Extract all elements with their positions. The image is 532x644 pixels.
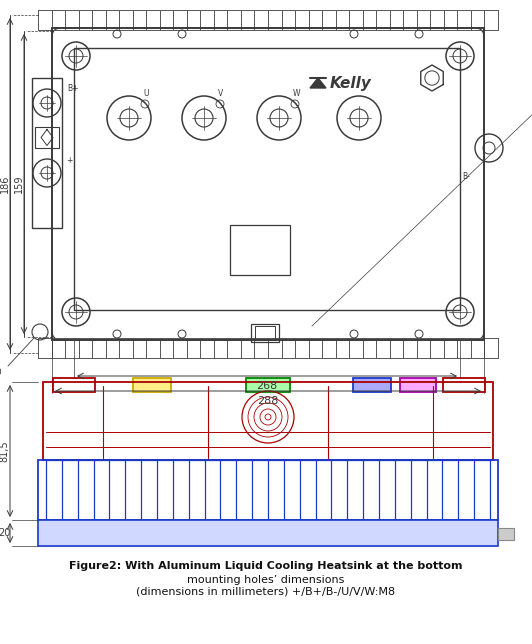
Bar xyxy=(246,378,290,392)
Text: Figure2: With Aluminum Liquid Cooling Heatsink at the bottom: Figure2: With Aluminum Liquid Cooling He… xyxy=(69,561,463,571)
Bar xyxy=(498,528,514,540)
Text: B-: B- xyxy=(462,171,470,180)
Text: 288: 288 xyxy=(257,396,279,406)
Bar xyxy=(443,378,485,392)
Text: (dimensions in millimeters) +/B+/B-/U/V/W:M8: (dimensions in millimeters) +/B+/B-/U/V/… xyxy=(136,587,396,597)
Bar xyxy=(255,326,275,340)
Text: Kelly: Kelly xyxy=(330,75,372,91)
Bar xyxy=(38,460,498,520)
Bar xyxy=(53,378,95,392)
Text: 20: 20 xyxy=(0,528,10,538)
Text: 268: 268 xyxy=(256,381,278,391)
Text: W: W xyxy=(293,88,301,97)
Bar xyxy=(353,378,391,392)
Bar xyxy=(74,48,460,310)
Text: U: U xyxy=(143,88,148,97)
Bar xyxy=(35,127,59,148)
Bar xyxy=(43,382,493,460)
Bar xyxy=(400,378,436,392)
Bar xyxy=(251,324,279,342)
Polygon shape xyxy=(310,78,326,88)
Bar xyxy=(38,520,498,546)
Text: B+: B+ xyxy=(67,84,79,93)
Text: +: + xyxy=(66,155,72,164)
Text: mounting holes’ dimensions: mounting holes’ dimensions xyxy=(187,575,345,585)
Bar xyxy=(133,378,171,392)
Text: 81,5: 81,5 xyxy=(0,440,9,462)
Text: ø10: ø10 xyxy=(0,368,2,377)
Text: 159: 159 xyxy=(14,175,24,193)
Bar xyxy=(32,78,62,228)
Text: V: V xyxy=(218,88,223,97)
Bar xyxy=(230,225,290,275)
Bar xyxy=(52,28,484,340)
Text: 186: 186 xyxy=(0,175,10,193)
